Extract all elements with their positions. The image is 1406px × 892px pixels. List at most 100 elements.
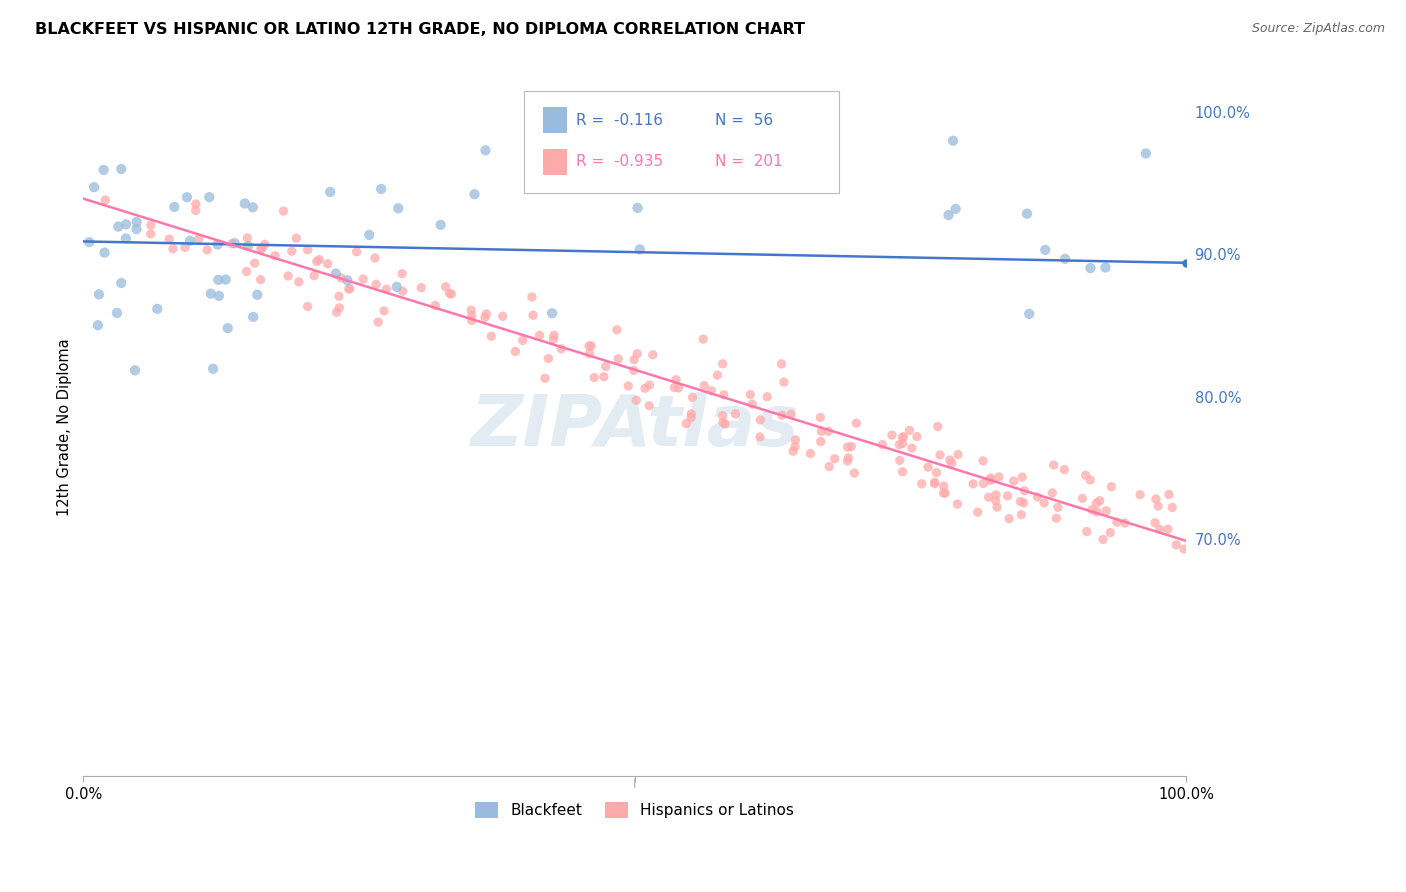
Point (391, 284, 413, 298)
Point (1144, 516, 1167, 530)
Point (932, 479, 955, 493)
Point (692, 332, 714, 346)
Point (1045, 511, 1067, 525)
Point (93, 245, 115, 260)
Point (115, 217, 138, 231)
Point (593, 369, 616, 384)
FancyBboxPatch shape (524, 91, 839, 193)
Point (346, 244, 368, 259)
Point (837, 450, 859, 465)
Point (325, 267, 347, 281)
Point (236, 231, 259, 245)
Point (115, 231, 138, 245)
Point (972, 454, 994, 468)
Point (316, 257, 339, 271)
Point (385, 280, 408, 294)
Point (277, 268, 299, 283)
Point (626, 201, 648, 215)
Point (94, 193, 117, 207)
Point (675, 417, 697, 431)
Point (1173, 542, 1195, 557)
Point (941, 456, 963, 470)
Point (550, 342, 572, 356)
Point (207, 273, 229, 287)
Text: 80.0%: 80.0% (1195, 391, 1241, 406)
Point (583, 370, 606, 384)
Point (512, 334, 534, 348)
Point (1144, 491, 1167, 506)
Point (817, 425, 839, 439)
Point (783, 440, 806, 454)
Point (1033, 243, 1056, 257)
Point (1026, 490, 1049, 504)
Point (905, 429, 928, 443)
Point (693, 378, 716, 392)
Point (207, 237, 229, 252)
Point (325, 305, 347, 319)
Point (1099, 525, 1122, 540)
Point (773, 375, 796, 389)
Point (987, 470, 1010, 484)
Point (253, 237, 276, 252)
Point (195, 243, 218, 257)
Point (1099, 480, 1122, 494)
Point (492, 310, 515, 324)
Point (740, 387, 762, 401)
Point (264, 249, 287, 263)
Point (1157, 487, 1180, 501)
Point (984, 488, 1007, 502)
Point (1010, 508, 1032, 522)
Point (872, 438, 894, 452)
Point (668, 381, 690, 395)
Point (302, 268, 325, 283)
Point (924, 475, 946, 490)
Point (543, 332, 565, 346)
Point (818, 459, 841, 474)
Point (1011, 470, 1033, 484)
Point (979, 471, 1001, 485)
Point (785, 433, 807, 447)
Point (700, 384, 723, 398)
Point (233, 196, 256, 211)
Point (665, 373, 688, 387)
Point (163, 200, 186, 214)
Point (1088, 493, 1111, 508)
Text: Source: ZipAtlas.com: Source: ZipAtlas.com (1251, 22, 1385, 36)
Point (534, 371, 557, 385)
Point (681, 410, 703, 425)
Point (328, 301, 350, 315)
Point (581, 339, 603, 353)
Point (146, 301, 169, 316)
Point (125, 215, 148, 229)
Point (839, 439, 862, 453)
Point (1080, 261, 1102, 276)
Point (1085, 505, 1108, 519)
Point (799, 447, 821, 461)
Point (578, 339, 600, 353)
Point (1076, 524, 1098, 539)
Point (1012, 496, 1035, 510)
Point (359, 227, 381, 242)
Point (972, 476, 994, 491)
Point (87, 287, 110, 301)
Point (1014, 483, 1036, 498)
Point (391, 267, 413, 281)
Point (1149, 522, 1171, 536)
Point (464, 187, 486, 202)
Point (626, 393, 648, 408)
Point (529, 328, 551, 343)
Point (946, 497, 969, 511)
Text: 70.0%: 70.0% (1195, 533, 1241, 549)
Point (810, 410, 832, 425)
Text: BLACKFEET VS HISPANIC OR LATINO 12TH GRADE, NO DIPLOMA CORRELATION CHART: BLACKFEET VS HISPANIC OR LATINO 12TH GRA… (35, 22, 806, 37)
Point (756, 390, 779, 404)
Point (932, 486, 955, 500)
Point (770, 409, 793, 423)
Point (1033, 496, 1056, 510)
Text: R =  -0.116: R = -0.116 (576, 112, 664, 128)
Text: R =  -0.935: R = -0.935 (576, 154, 664, 169)
Point (713, 388, 735, 402)
Point (782, 444, 804, 458)
Point (319, 185, 342, 199)
Point (110, 276, 132, 290)
